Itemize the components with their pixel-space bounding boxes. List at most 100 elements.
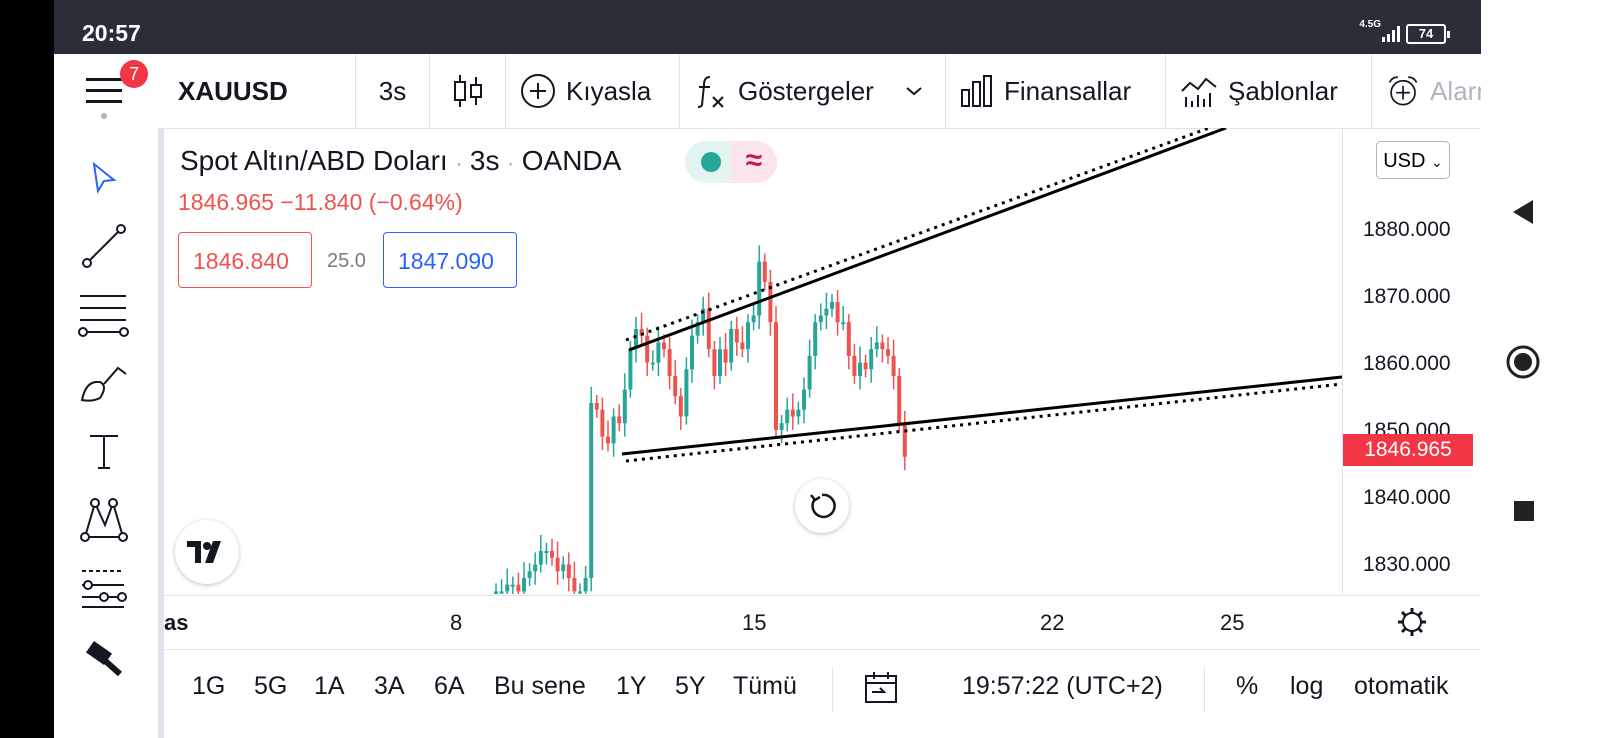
price-tick: 1830.000 <box>1363 553 1451 576</box>
candle-body <box>656 342 661 363</box>
fibonacci-icon <box>78 295 129 337</box>
buy-button[interactable]: 1847.090 <box>383 232 517 288</box>
candle-body <box>746 322 750 350</box>
range-6m[interactable]: 6A <box>434 672 465 700</box>
candle-body <box>555 557 560 572</box>
trend-line-icon <box>82 224 126 268</box>
fib-tool[interactable] <box>76 286 132 342</box>
status-time: 20:57 <box>82 20 141 46</box>
goto-date-icon[interactable] <box>864 672 900 704</box>
alerts-button[interactable]: Alarm <box>1372 54 1481 128</box>
timezone-clock[interactable]: 19:57:22 (UTC+2) <box>962 672 1163 700</box>
percent-toggle[interactable]: % <box>1236 672 1259 700</box>
candle-body <box>869 349 874 370</box>
candle-body <box>533 564 538 572</box>
text-icon <box>90 435 118 469</box>
candle-body <box>645 335 650 363</box>
reset-chart-button[interactable] <box>795 479 849 533</box>
auto-scale-toggle[interactable]: otomatik <box>1354 672 1449 700</box>
tradingview-logo[interactable] <box>175 520 239 584</box>
candle-body <box>673 376 678 397</box>
indicators-button[interactable]: Göstergeler <box>680 54 946 128</box>
range-3m[interactable]: 3A <box>374 672 405 700</box>
candle-body <box>690 335 694 370</box>
cursor-icon <box>92 161 117 194</box>
pattern-tool[interactable] <box>76 492 132 548</box>
price-change: 1846.965 −11.840 (−0.64%) <box>178 189 463 215</box>
candle-body <box>583 577 588 592</box>
range-5d[interactable]: 5G <box>254 672 288 700</box>
candle-body <box>684 369 689 417</box>
settings-gear-icon[interactable] <box>1396 606 1428 638</box>
menu-button[interactable]: 7 <box>54 54 158 128</box>
price-axis[interactable]: 1880.000 1870.000 1860.000 1850.000 1840… <box>1342 128 1481 594</box>
legend-interval: 3s <box>469 145 500 176</box>
text-tool[interactable] <box>76 424 132 480</box>
candle-body <box>639 328 644 336</box>
candle-body <box>600 409 605 437</box>
range-ytd[interactable]: Bu sene <box>494 672 586 700</box>
log-toggle[interactable]: log <box>1290 672 1324 700</box>
candle-body <box>622 389 627 424</box>
time-tick: 15 <box>742 610 767 635</box>
home-icon[interactable] <box>1505 344 1541 380</box>
brush-tool[interactable] <box>76 354 132 410</box>
plus-circle-icon <box>521 74 555 108</box>
range-all[interactable]: Tümü <box>733 672 797 700</box>
forecast-icon <box>82 570 127 608</box>
battery-icon: 74 <box>1406 24 1450 44</box>
long-position-tool[interactable] <box>76 630 132 686</box>
candles-icon <box>453 75 482 107</box>
lower-trendline-dotted <box>625 382 1342 463</box>
prediction-tool[interactable] <box>76 560 132 616</box>
trend-line-tool[interactable] <box>76 218 132 274</box>
candle-body <box>561 564 566 572</box>
time-tick: 8 <box>450 610 463 635</box>
range-1m[interactable]: 1A <box>314 672 345 700</box>
alarm-clock-icon <box>1388 76 1418 106</box>
candle-body <box>550 551 554 558</box>
financials-button[interactable]: Finansallar <box>946 54 1166 128</box>
candle-body <box>768 281 773 323</box>
time-axis[interactable]: as 8 15 22 25 <box>164 595 1481 650</box>
candlestick-chart[interactable] <box>164 128 1342 594</box>
legend-separator: · <box>507 153 514 175</box>
candle-body <box>807 355 812 390</box>
range-5y[interactable]: 5Y <box>675 672 706 700</box>
current-price-label: 1846.965 <box>1343 434 1473 466</box>
compare-button[interactable]: Kıyasla <box>506 54 680 128</box>
candle-body <box>650 362 655 365</box>
candle-body <box>863 362 868 370</box>
candle-body <box>734 328 739 343</box>
candle-body <box>566 564 571 578</box>
sell-button[interactable]: 1846.840 <box>178 232 312 288</box>
candle-body <box>779 423 784 430</box>
back-icon[interactable] <box>1511 198 1535 226</box>
market-status-pill[interactable]: ≈ <box>685 141 777 183</box>
recents-icon[interactable] <box>1513 500 1535 522</box>
candle-body <box>880 342 885 350</box>
candle-body <box>852 355 857 377</box>
templates-button[interactable]: Şablonlar <box>1166 54 1372 128</box>
financials-label: Finansallar <box>1004 75 1132 106</box>
symbol-search-button[interactable]: XAUUSD <box>164 54 356 128</box>
chart-type-button[interactable] <box>430 54 506 128</box>
candle-body <box>757 261 762 316</box>
candle-body <box>594 402 599 410</box>
candle-body <box>729 328 734 363</box>
legend-separator: · <box>455 153 463 175</box>
candle-body <box>499 591 504 594</box>
chevron-down-icon: ⌄ <box>1431 154 1443 170</box>
currency-button[interactable]: USD ⌄ <box>1376 141 1450 179</box>
candle-body <box>802 389 806 410</box>
interval-button[interactable]: 3s <box>356 54 430 128</box>
chart-legend-title[interactable]: Spot Altın/ABD Doları · 3s · OANDA <box>180 145 621 177</box>
chart-pane[interactable] <box>164 128 1342 594</box>
range-1y[interactable]: 1Y <box>616 672 647 700</box>
range-1d[interactable]: 1G <box>192 672 226 700</box>
divider <box>1204 668 1205 712</box>
lower-trendline <box>621 375 1342 456</box>
cursor-tool[interactable] <box>76 150 132 206</box>
status-bar: 20:57 4.5G 74 <box>54 0 1481 54</box>
candle-body <box>902 423 907 457</box>
